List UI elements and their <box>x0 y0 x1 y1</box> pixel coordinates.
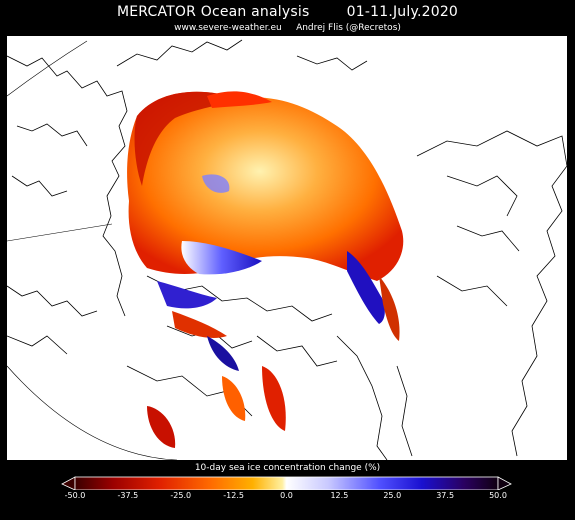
colorbar-tick-label: 12.5 <box>330 491 349 500</box>
colorbar-tick-label: 25.0 <box>383 491 402 500</box>
colorbar-tick-label: 0.0 <box>280 491 293 500</box>
arctic-sea-ice-map <box>7 36 567 460</box>
colorbar-gradient <box>74 476 499 490</box>
colorbar-tick-label: -37.5 <box>117 491 139 500</box>
graticule <box>7 40 178 460</box>
map-subtitle: www.severe-weather.eu Andrej Flis (@Recr… <box>174 23 401 33</box>
colorbar-min-arrow <box>61 476 76 490</box>
colorbar-tick-label: 50.0 <box>489 491 507 500</box>
colorbar-tick-label: -25.0 <box>170 491 192 500</box>
colorbar-tick-label: -50.0 <box>64 491 86 500</box>
map-title: MERCATOR Ocean analysis 01-11.July.2020 <box>116 4 459 20</box>
sea-ice-change-field <box>127 91 404 448</box>
colorbar-tick-label: -12.5 <box>223 491 244 500</box>
colorbar <box>61 476 512 490</box>
colorbar-max-arrow <box>497 476 512 490</box>
colorbar-title: 10-day sea ice concentration change (%) <box>194 463 381 473</box>
colorbar-tick-label: 37.5 <box>436 491 455 500</box>
coastlines <box>7 39 567 460</box>
